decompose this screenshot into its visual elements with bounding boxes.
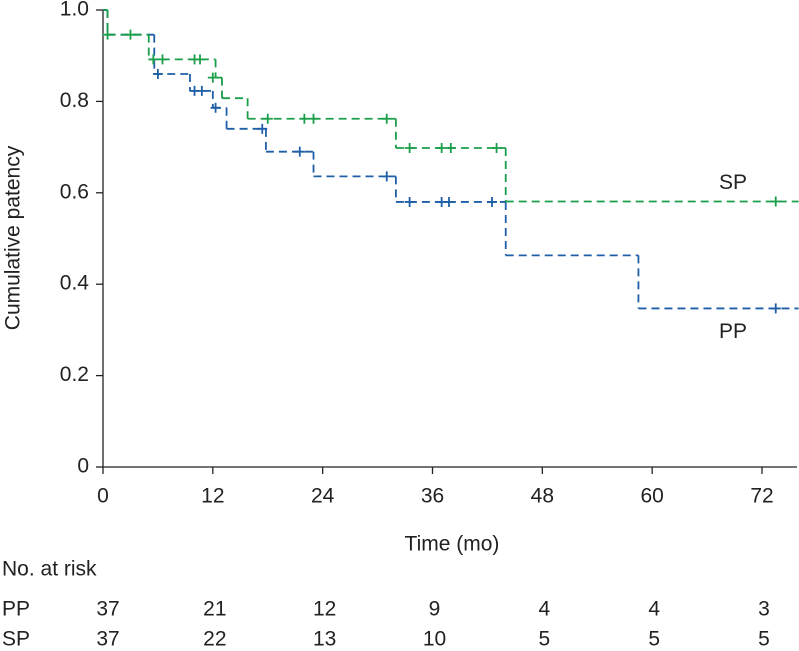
risk-value: 21 [203, 598, 226, 621]
censor-mark [486, 196, 497, 207]
risk-value: 37 [96, 598, 119, 621]
risk-value: 12 [313, 598, 336, 621]
censor-mark [262, 113, 273, 124]
x-tick-label: 0 [97, 485, 109, 508]
censor-mark [257, 123, 268, 134]
x-axis-label: Time (mo) [405, 533, 500, 556]
x-tick-label: 24 [311, 485, 335, 508]
censor-mark [445, 143, 456, 154]
series-label: SP [719, 171, 747, 194]
risk-value: 5 [538, 628, 550, 651]
x-tick-label: 12 [201, 485, 224, 508]
x-tick-label: 36 [421, 485, 444, 508]
censor-mark [157, 54, 168, 65]
x-tick-label: 60 [640, 485, 663, 508]
censor-mark [770, 303, 781, 314]
censor-mark [491, 143, 502, 154]
risk-value: 5 [758, 628, 770, 651]
y-tick-label: 1.0 [60, 0, 89, 21]
y-tick-label: 0.2 [60, 363, 89, 386]
censor-mark [125, 29, 136, 40]
censor-mark [210, 102, 221, 113]
y-tick-label: 0.4 [60, 272, 90, 295]
risk-value: 22 [203, 628, 226, 651]
censor-mark [404, 196, 415, 207]
risk-value: 37 [96, 628, 119, 651]
censor-mark [381, 171, 392, 182]
y-tick-label: 0.6 [60, 180, 89, 203]
censor-mark [152, 68, 163, 79]
censor-mark [443, 196, 454, 207]
censor-mark [299, 113, 310, 124]
censor-mark [196, 85, 207, 96]
risk-value: 4 [648, 598, 660, 621]
x-tick-label: 48 [531, 485, 554, 508]
risk-value: 10 [423, 628, 446, 651]
y-tick-label: 0.8 [60, 89, 89, 112]
risk-value: 5 [648, 628, 660, 651]
y-axis-label: Cumulative patency [2, 145, 25, 330]
censor-mark [102, 29, 113, 40]
censor-mark [770, 196, 781, 207]
risk-value: 4 [538, 598, 550, 621]
censor-mark [294, 146, 305, 157]
censor-mark [207, 72, 218, 83]
censor-mark [148, 54, 159, 65]
censor-mark [436, 143, 447, 154]
risk-row-name: PP [2, 598, 30, 621]
censor-mark [308, 113, 319, 124]
censor-mark [381, 113, 392, 124]
risk-row-name: SP [2, 628, 30, 651]
censor-mark [404, 143, 415, 154]
x-tick-label: 72 [750, 485, 773, 508]
risk-value: 13 [313, 628, 336, 651]
risk-title: No. at risk [2, 558, 97, 581]
series-label: PP [719, 320, 747, 343]
censor-mark [195, 54, 206, 65]
risk-value: 3 [758, 598, 770, 621]
risk-value: 9 [429, 598, 441, 621]
y-tick-label: 0 [77, 455, 89, 478]
